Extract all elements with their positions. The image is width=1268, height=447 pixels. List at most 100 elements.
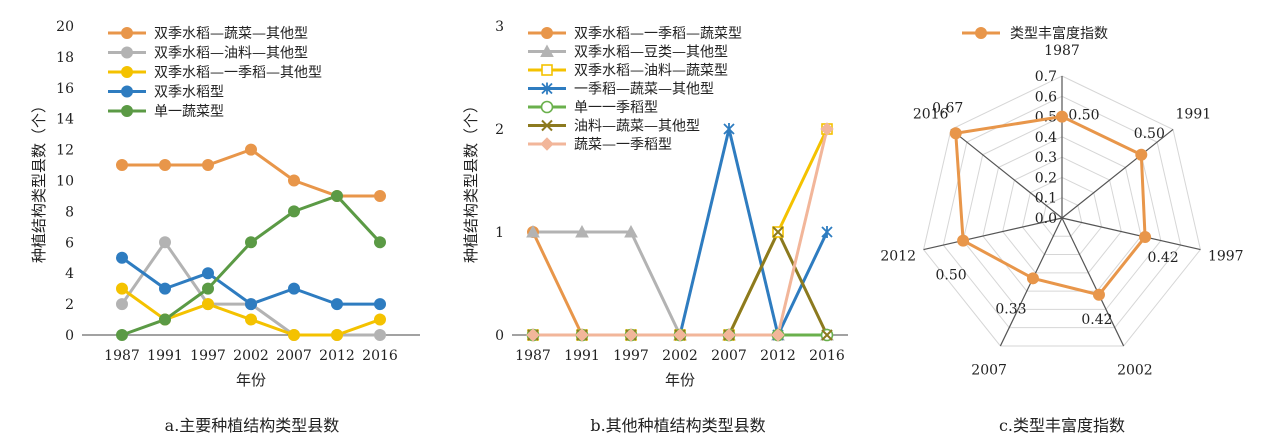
data-point-s6-3: [673, 328, 687, 342]
radar-tick-label: 0.4: [1035, 130, 1057, 146]
radar-point-1: [1135, 148, 1148, 161]
y-tick-label: 0: [495, 328, 504, 344]
legend-marker: [540, 100, 554, 114]
x-tick-label: 2012: [760, 348, 796, 364]
data-point-s5-5: [772, 226, 784, 238]
x-tick-label: 2007: [711, 348, 747, 364]
radar-point-0: [1056, 110, 1068, 123]
chart-caption: a.主要种植结构类型县数: [165, 416, 340, 435]
radar-data-label: 0.50: [936, 268, 967, 284]
data-point-s4-4: [288, 205, 300, 218]
data-point-s0-1: [159, 159, 171, 172]
data-point-s6-6: [820, 122, 834, 136]
radar-grid-ring: [1041, 197, 1083, 237]
legend-marker: [541, 82, 553, 95]
radar-spoke: [1061, 217, 1201, 251]
y-tick-label: 14: [56, 112, 74, 128]
series-line-0: [122, 148, 380, 198]
data-point-s2-4: [288, 329, 300, 341]
x-tick-label: 1987: [104, 348, 140, 364]
series-line-3: [121, 256, 380, 306]
legend-marker: [121, 105, 133, 117]
y-tick-label: 4: [65, 266, 74, 282]
data-point-s6-2: [624, 328, 638, 342]
radar-series-line: [954, 115, 1147, 297]
data-point-s0-4: [288, 174, 300, 187]
y-axis-title: 种植结构类型县数（个）: [30, 98, 48, 263]
data-point-s3-5: [331, 298, 343, 311]
data-point-s1-2: [624, 224, 638, 238]
data-point-s4-5: [331, 189, 343, 202]
data-point-s4-6: [374, 236, 386, 249]
data-point-s1-0: [116, 298, 128, 311]
legend-marker: [121, 85, 133, 98]
data-point-s4-3: [245, 236, 257, 249]
data-point-s0-3: [245, 143, 257, 156]
radar-grid-ring: [1002, 156, 1122, 274]
x-tick-label: 2012: [319, 348, 355, 364]
y-tick-label: 18: [56, 50, 74, 66]
x-tick-label: 1991: [564, 348, 600, 364]
y-tick-label: 2: [495, 122, 504, 138]
data-point-s4-1: [159, 313, 171, 326]
radar-grid-ring: [962, 116, 1162, 310]
x-tick-label: 2002: [233, 348, 269, 364]
legend-label: 双季水稻型: [154, 85, 224, 101]
data-point-s2-0: [116, 282, 128, 295]
data-point-s0-6: [374, 189, 386, 202]
legend-label: 蔬菜—一季稻型: [574, 137, 672, 153]
x-tick-label: 1997: [190, 348, 226, 364]
x-tick-label: 2016: [809, 348, 845, 364]
legend-marker: [121, 66, 133, 78]
legend-label: 双季水稻—油料—其他型: [154, 46, 308, 62]
legend-label: 双季水稻—豆类—其他型: [574, 45, 728, 61]
radar-axis-label: 2002: [1117, 362, 1153, 378]
radar-axis-label: 2016: [913, 106, 949, 122]
legend-marker: [121, 27, 133, 39]
radar-data-label: 0.33: [995, 301, 1026, 317]
y-tick-label: 1: [495, 225, 504, 241]
legend-marker: [975, 27, 987, 39]
data-point-s3-0: [116, 251, 128, 264]
y-tick-label: 10: [56, 174, 74, 190]
radar-point-2: [1139, 230, 1152, 243]
chart-1: 0 1 2 3 1987 1991 1997 2002 2007 2012 2016 年份 种植结构类型…: [462, 19, 848, 435]
chart-caption: c.类型丰富度指数: [999, 416, 1125, 435]
x-axis-title: 年份: [236, 371, 266, 389]
y-axis-title: 种植结构类型县数（个）: [462, 98, 480, 263]
legend-label: 双季水稻—蔬菜—其他型: [154, 26, 308, 42]
radar-point-5: [957, 234, 970, 247]
data-point-s0-0: [116, 159, 128, 172]
radar-tick-label: 0.3: [1035, 150, 1057, 166]
data-point-s6-1: [575, 328, 589, 342]
radar-grid-ring: [982, 136, 1142, 292]
data-point-s6-0: [526, 328, 540, 342]
legend-label: 单一蔬菜型: [154, 104, 224, 120]
data-point-s3-4: [288, 282, 300, 295]
data-point-s3-6: [374, 298, 386, 311]
radar-tick-label: 0.0: [1035, 211, 1057, 227]
radar-data-label: 0.50: [1134, 126, 1165, 142]
data-point-s2-2: [202, 298, 214, 311]
x-tick-label: 2016: [362, 348, 398, 364]
radar-tick-label: 0.1: [1035, 191, 1057, 207]
x-tick-label: 1991: [147, 348, 183, 364]
data-point-s1-6: [374, 329, 386, 341]
radar-data-label: 0.42: [1081, 312, 1112, 328]
legend-label: 一季稻—蔬菜—其他型: [574, 82, 714, 98]
data-point-s3-2: [202, 267, 214, 280]
radar-data-label: 0.50: [1068, 108, 1099, 124]
legend-marker: [541, 64, 553, 76]
y-tick-label: 0: [65, 328, 74, 344]
legend-label: 双季水稻—一季稻—蔬菜型: [574, 26, 742, 42]
y-tick-label: 2: [65, 297, 74, 313]
legend-marker: [541, 27, 553, 39]
data-point-s6-4: [722, 328, 736, 342]
legend-marker: [540, 44, 554, 57]
legend-label: 双季水稻—油料—蔬菜型: [574, 63, 728, 79]
radar-tick-label: 0.6: [1035, 89, 1057, 105]
radar-axis-label: 1997: [1208, 248, 1244, 264]
data-point-s3-6: [821, 226, 833, 238]
radar-point-6: [949, 127, 962, 140]
